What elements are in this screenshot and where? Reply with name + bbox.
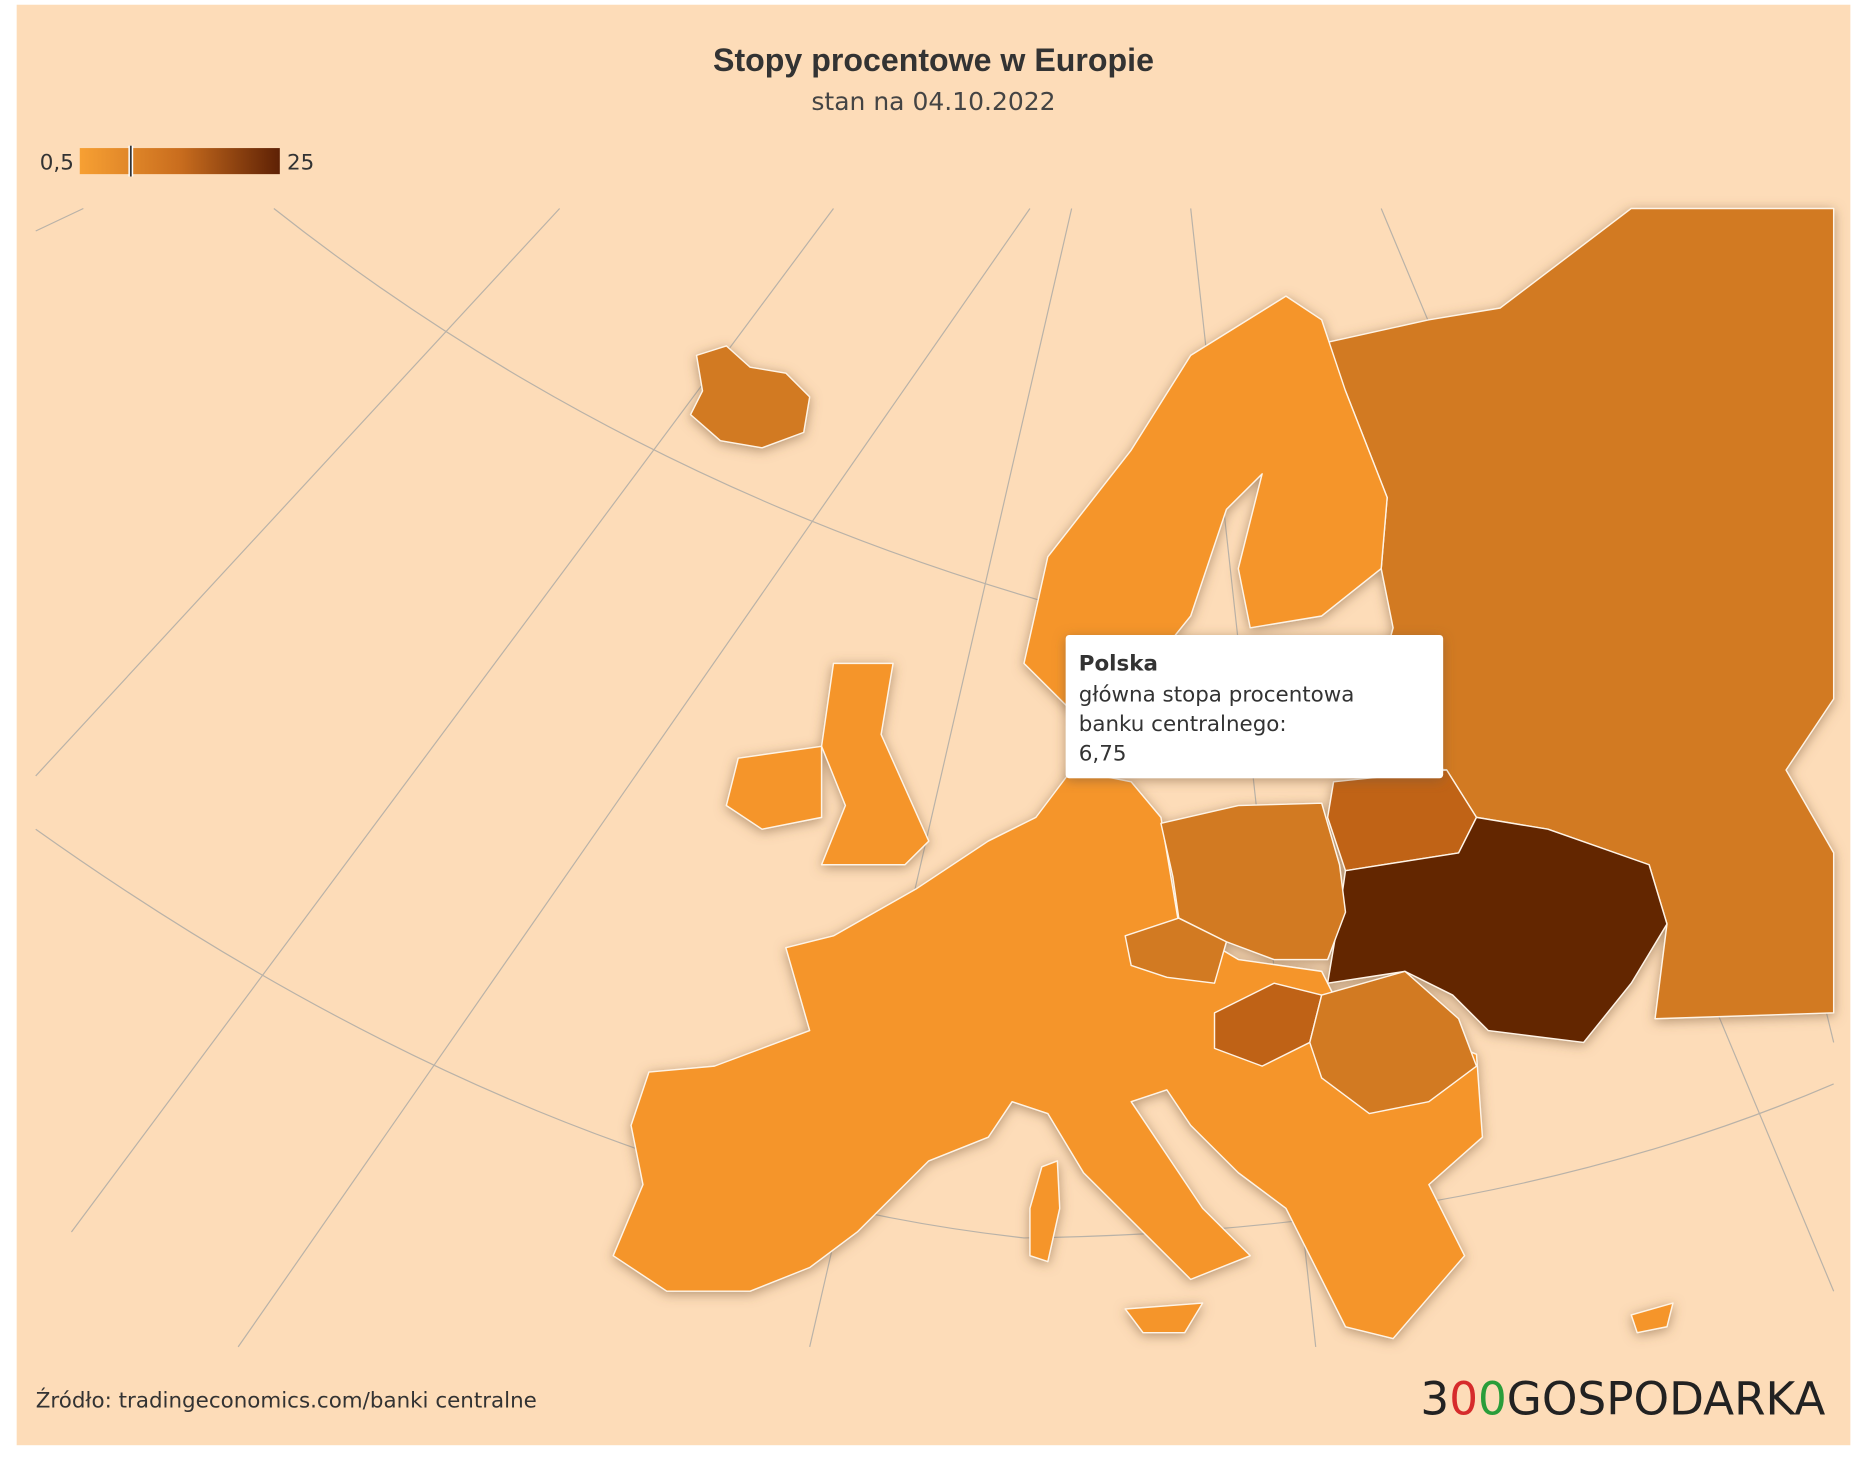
region-corsica-sardinia — [1029, 1160, 1061, 1263]
logo-part: 3 — [1420, 1373, 1449, 1426]
region-sicily — [1124, 1302, 1204, 1334]
logo-part: GOSPODARKA — [1507, 1373, 1826, 1426]
countries — [612, 207, 1835, 1340]
region-ireland — [725, 745, 823, 830]
source: Źródło: tradingeconomics.com/banki centr… — [36, 1387, 537, 1413]
logo: 300GOSPODARKA — [1420, 1373, 1825, 1426]
title: Stopy procentowe w Europie — [713, 42, 1154, 78]
region-north — [1023, 295, 1388, 712]
logo-part: 0 — [1478, 1373, 1507, 1426]
tooltip-description: banku centralnego: — [1079, 712, 1287, 737]
legend-gradient — [79, 148, 280, 175]
tooltip-country: Polska — [1079, 652, 1158, 677]
region-poland — [1160, 802, 1347, 961]
legend-max-label: 25 — [287, 150, 314, 175]
region-main — [612, 769, 1484, 1340]
region-ukraine — [1326, 816, 1668, 1044]
region-iceland — [689, 345, 811, 449]
tooltip — [1065, 634, 1444, 779]
tooltip-description: główna stopa procentowa — [1079, 682, 1355, 707]
legend-min-label: 0,5 — [40, 150, 74, 175]
tooltip-value: 6,75 — [1079, 742, 1127, 767]
subtitle: stan na 04.10.2022 — [811, 87, 1055, 116]
region-cyprus — [1630, 1302, 1674, 1334]
region-romania — [1309, 970, 1478, 1115]
region-uk — [820, 662, 930, 866]
logo-part: 0 — [1449, 1373, 1478, 1426]
